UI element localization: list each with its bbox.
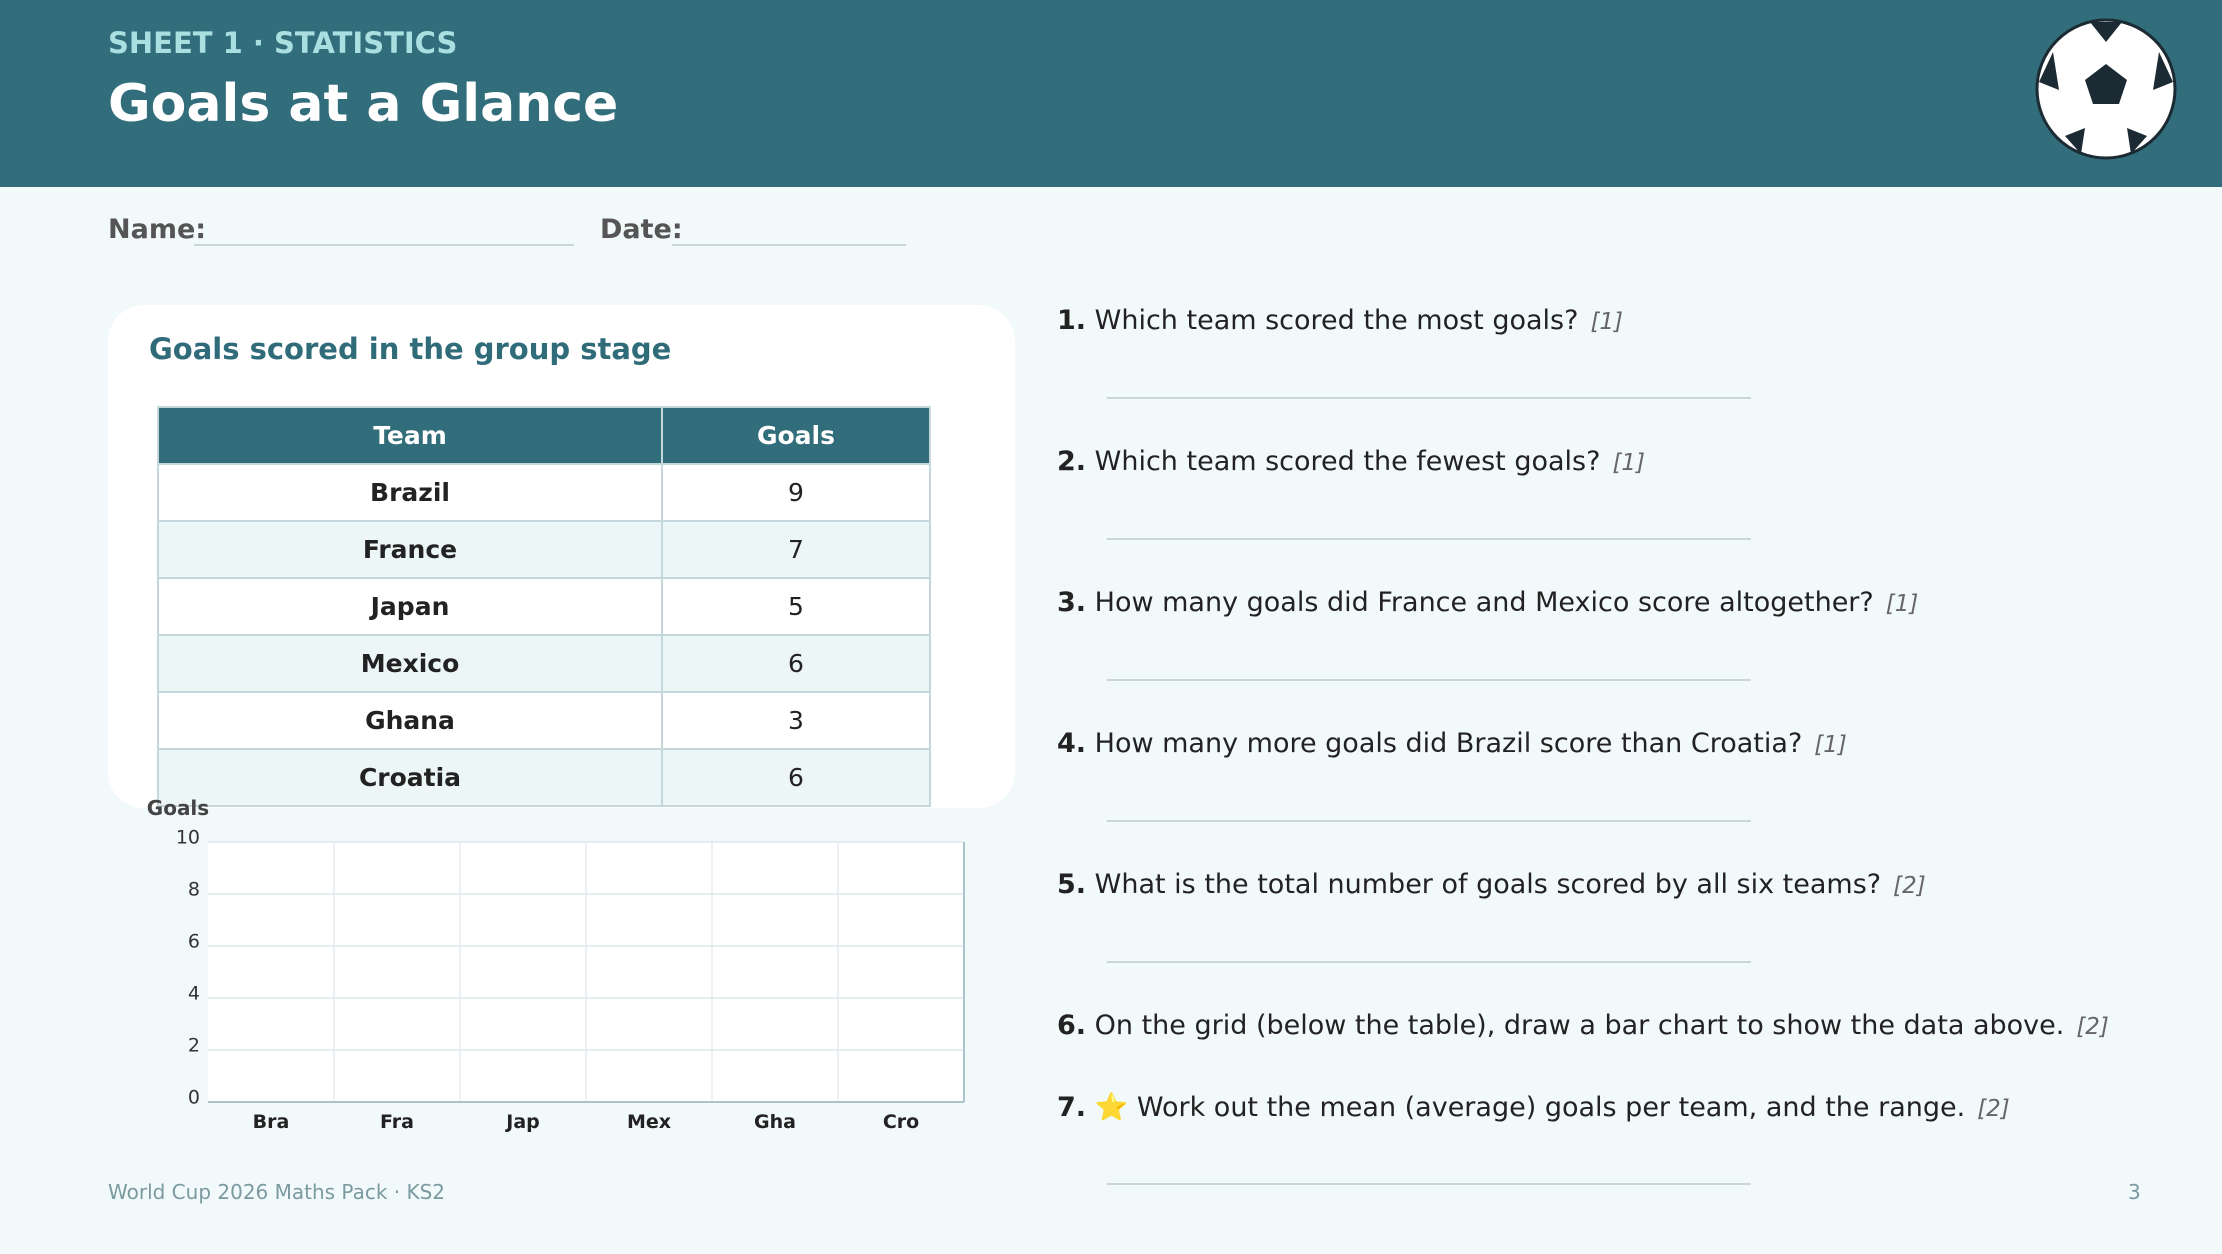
name-label: Name: [108, 214, 207, 245]
header-band [0, 0, 2222, 187]
answer-line [1107, 961, 1751, 963]
table-row: Japan 5 [157, 577, 931, 636]
data-table: Team Goals Brazil 9 France 7 Japan 5 Mexico 6 Gha… [157, 406, 931, 807]
page-number: 3 [2128, 1180, 2141, 1204]
team-cell: Mexico [157, 634, 663, 693]
x-tick-label: Mex [627, 1111, 671, 1133]
x-tick-label: Jap [504, 1111, 540, 1133]
question-number: 1. [1057, 305, 1087, 336]
table-row: Brazil 9 [157, 463, 931, 522]
y-axis-title: Goals [147, 796, 209, 820]
x-tick-label: Fra [380, 1111, 414, 1133]
question-text: How many more goals did Brazil score tha… [1094, 728, 1803, 759]
question-marks: [2] [1977, 1096, 2010, 1122]
goals-cell: 9 [661, 463, 931, 522]
team-cell: Croatia [157, 748, 663, 807]
y-tick-label: 6 [188, 931, 200, 953]
name-line [194, 244, 574, 246]
question-number: 6. [1057, 1010, 1087, 1041]
blank-grid: Bra Fra Jap Mex Gha Cro 0 2 4 6 8 10 Goals [147, 796, 965, 1133]
question-marks: [1] [1590, 309, 1624, 335]
table-row: Ghana 3 [157, 691, 931, 750]
goals-cell: 5 [661, 577, 931, 636]
question-text: How many goals did France and Mexico sco… [1094, 587, 1874, 618]
question-number: 5. [1057, 869, 1087, 900]
answer-line [1107, 820, 1751, 822]
y-tick-label: 4 [188, 983, 200, 1005]
question: 6. On the grid (below the table), draw a… [1057, 1010, 2109, 1041]
question-text: Which team scored the fewest goals? [1094, 446, 1601, 477]
answer-line [1107, 1183, 1751, 1185]
football-icon [2035, 18, 2177, 160]
card-title: Goals scored in the group stage [149, 332, 672, 366]
question-text: Which team scored the most goals? [1094, 305, 1579, 336]
y-tick-label: 10 [176, 827, 200, 849]
question: 7. ⭐ Work out the mean (average) goals p… [1057, 1091, 2010, 1123]
team-cell: Ghana [157, 691, 663, 750]
x-tick-label: Cro [883, 1111, 919, 1133]
y-tick-label: 8 [188, 879, 200, 901]
question: 3. How many goals did France and Mexico … [1057, 587, 1918, 618]
date-label: Date: [600, 214, 683, 245]
question-number: 7. [1057, 1092, 1087, 1123]
goals-cell: 6 [661, 748, 931, 807]
question: 4. How many more goals did Brazil score … [1057, 728, 1847, 759]
answer-line [1107, 679, 1751, 681]
goals-cell: 6 [661, 634, 931, 693]
x-tick-label: Gha [754, 1111, 796, 1133]
goals-cell: 7 [661, 520, 931, 579]
team-cell: Japan [157, 577, 663, 636]
team-cell: Brazil [157, 463, 663, 522]
question-number: 2. [1057, 446, 1087, 477]
answer-line [1107, 397, 1751, 399]
goals-cell: 3 [661, 691, 931, 750]
answer-line [1107, 538, 1751, 540]
table-row: Croatia 6 [157, 748, 931, 807]
question-text: What is the total number of goals scored… [1094, 869, 1882, 900]
question-marks: [1] [1885, 591, 1919, 617]
eyebrow: SHEET 1 · STATISTICS [108, 26, 458, 60]
table-row: France 7 [157, 520, 931, 579]
question: 1. Which team scored the most goals? [1] [1057, 305, 1623, 336]
column-header: Goals [661, 406, 931, 465]
x-tick-label: Bra [253, 1111, 290, 1133]
column-header: Team [157, 406, 663, 465]
y-tick-label: 2 [188, 1035, 200, 1057]
question: 2. Which team scored the fewest goals? [1… [1057, 446, 1645, 477]
question-text: On the grid (below the table), draw a ba… [1094, 1010, 2065, 1041]
question-number: 3. [1057, 587, 1087, 618]
y-tick-label: 0 [188, 1087, 200, 1109]
team-cell: France [157, 520, 663, 579]
question: 5. What is the total number of goals sco… [1057, 869, 1926, 900]
date-line [672, 244, 906, 246]
question-marks: [1] [1814, 732, 1847, 758]
table-row: Mexico 6 [157, 634, 931, 693]
question-number: 4. [1057, 728, 1087, 759]
question-marks: [2] [1893, 873, 1926, 899]
footer-text: World Cup 2026 Maths Pack · KS2 [108, 1180, 446, 1204]
question-marks: [2] [2076, 1014, 2109, 1040]
title: Goals at a Glance [108, 74, 619, 134]
question-marks: [1] [1612, 450, 1646, 476]
question-text: ⭐ Work out the mean (average) goals per … [1094, 1092, 1966, 1123]
